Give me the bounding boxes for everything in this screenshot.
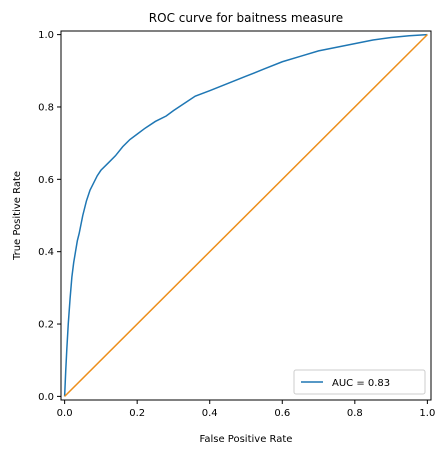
x-axis-label: False Positive Rate: [200, 434, 293, 445]
y-axis-ticks: 0.0 0.2 0.4 0.6 0.8 1.0: [38, 30, 61, 403]
legend-box: [293, 369, 426, 395]
chart-title: ROC curve for baitness measure: [149, 11, 343, 25]
plot-area: [60, 30, 432, 401]
y-tick-label: 0.8: [38, 102, 54, 113]
x-tick-label: 0.8: [347, 408, 363, 419]
series-layer: [63, 33, 428, 397]
axes-frame: [60, 30, 432, 401]
y-tick-label: 0.0: [38, 392, 54, 403]
y-tick-label: 0.2: [38, 320, 54, 331]
y-axis-label: True Positive Rate: [12, 171, 23, 261]
y-tick-label: 0.4: [38, 247, 54, 258]
x-tick-label: 0.2: [129, 408, 145, 419]
x-tick-label: 0.4: [202, 408, 218, 419]
x-axis-ticks: 0.0 0.2 0.4 0.6 0.8 1.0: [57, 400, 435, 419]
x-tick-label: 0.6: [274, 408, 290, 419]
y-tick-label: 1.0: [38, 30, 54, 41]
x-tick-label: 0.0: [57, 408, 73, 419]
series-line-1: [64, 34, 428, 397]
x-tick-label: 1.0: [419, 408, 435, 419]
series-line-0: [63, 33, 428, 397]
y-tick-label: 0.6: [38, 175, 54, 186]
legend: AUC = 0.83: [293, 369, 426, 395]
legend-label: AUC = 0.83: [332, 378, 390, 389]
